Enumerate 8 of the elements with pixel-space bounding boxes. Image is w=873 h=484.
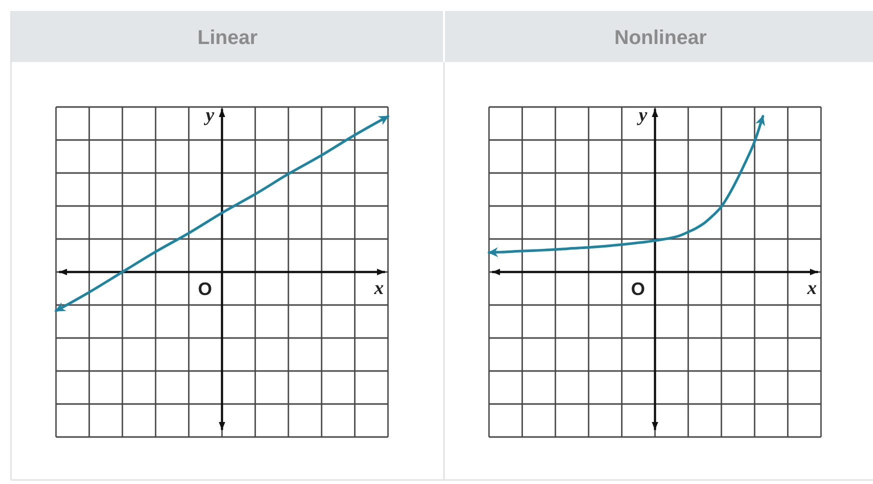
chart-title: Nonlinear: [614, 27, 707, 49]
annotation: O: [198, 279, 212, 299]
x-axis-title: x: [373, 278, 384, 299]
chart-title: Linear: [197, 27, 258, 49]
y-axis-title: y: [204, 105, 215, 126]
text: O: [630, 279, 646, 299]
y-axis-title: y: [636, 105, 648, 126]
x-axis-title: x: [806, 278, 818, 299]
